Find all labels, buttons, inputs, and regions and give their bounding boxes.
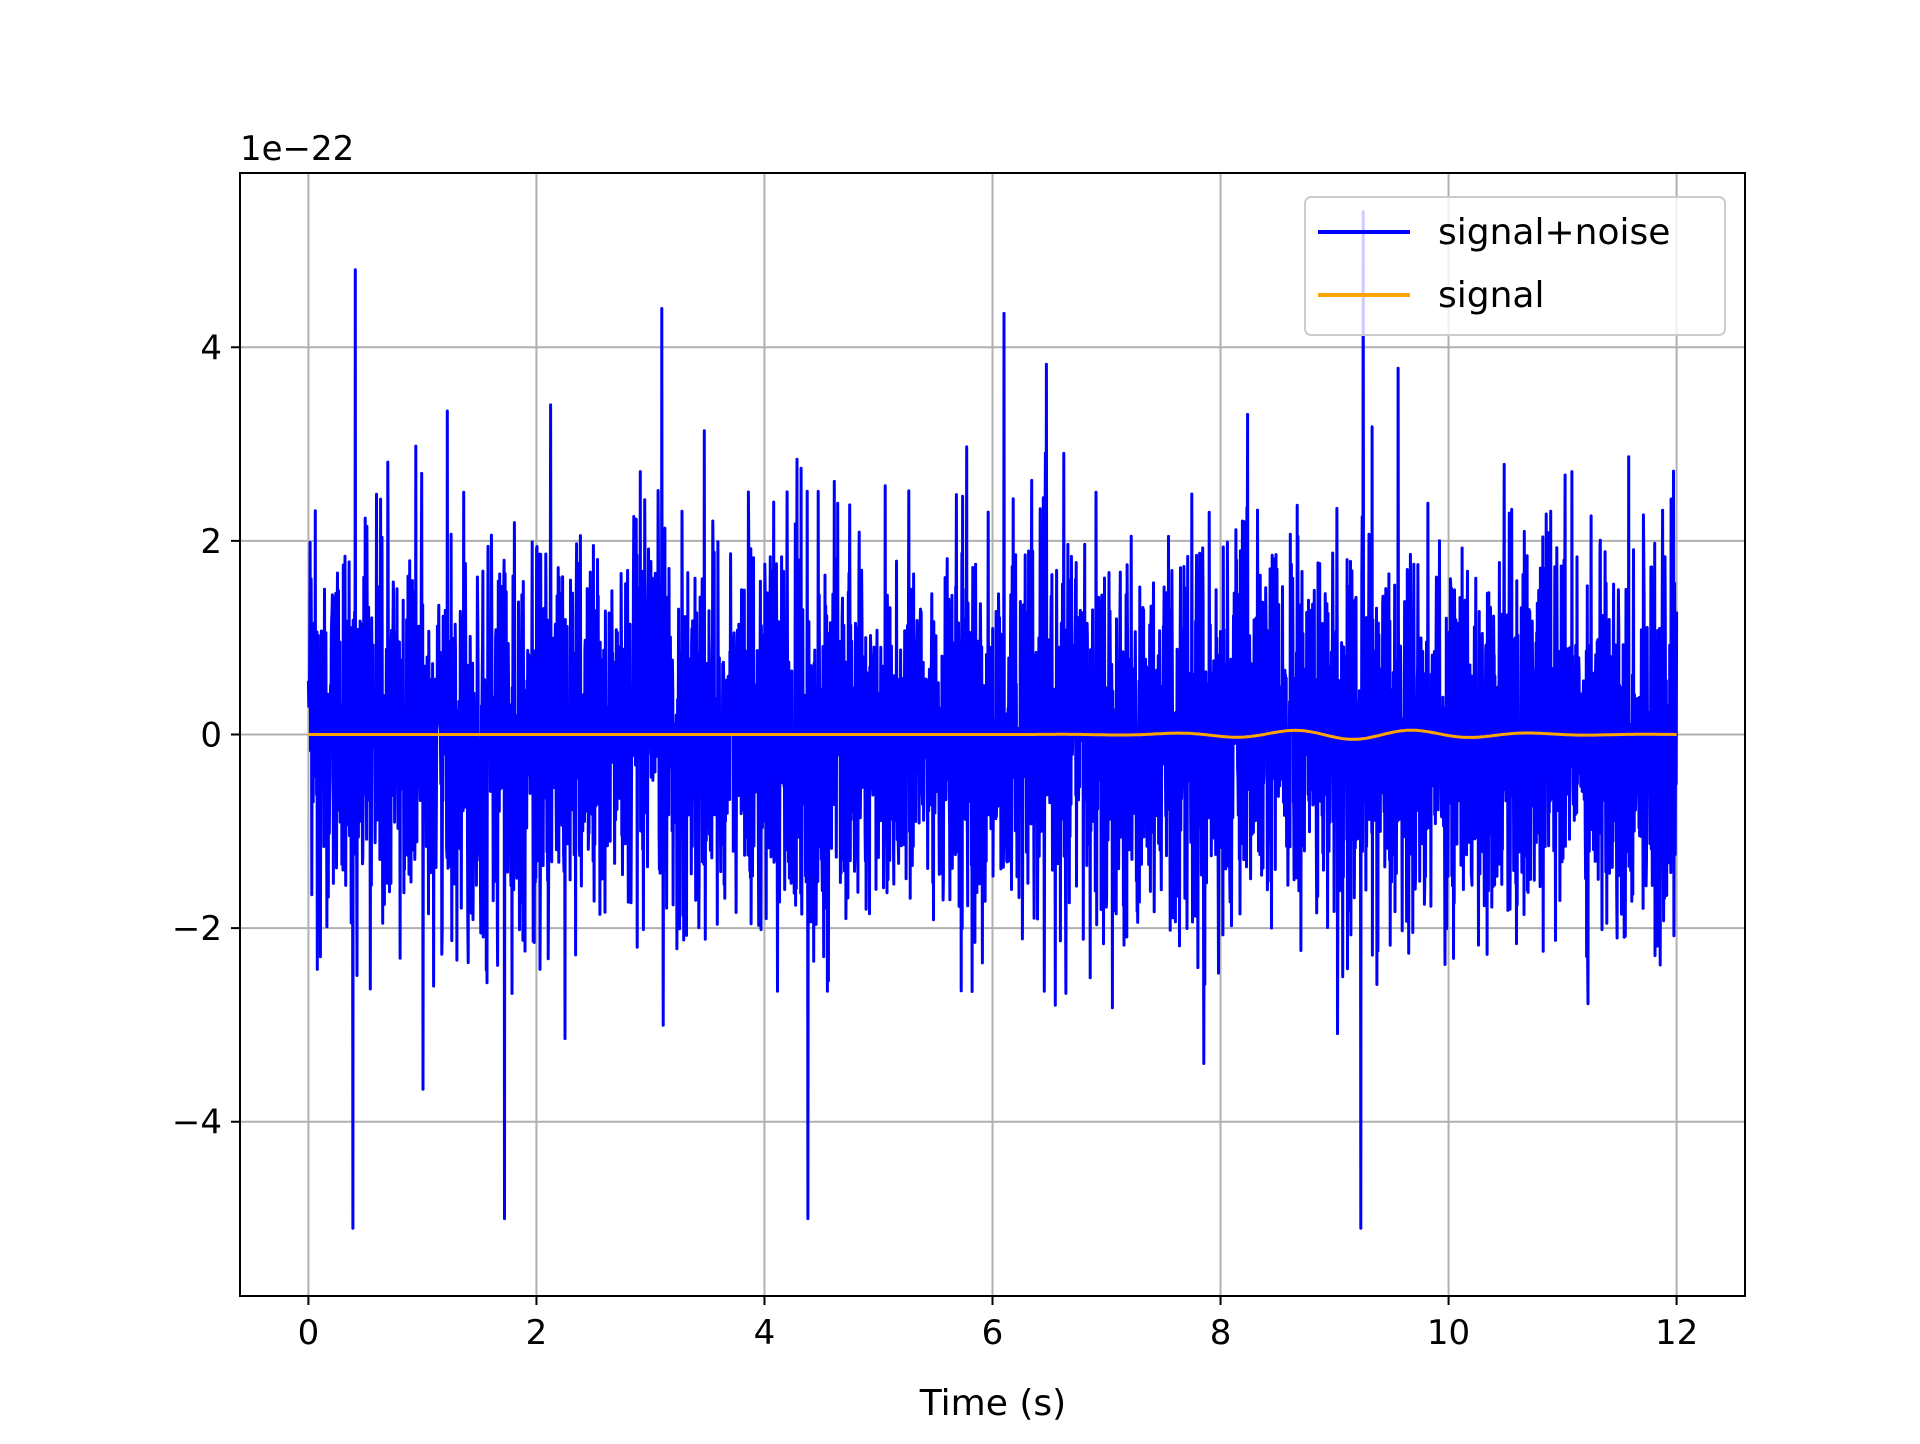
y-tick-label: −2 bbox=[172, 909, 222, 949]
plot-layer bbox=[306, 210, 1679, 1230]
legend: signal+noise signal bbox=[1304, 196, 1726, 336]
x-tick-label: 10 bbox=[1427, 1313, 1470, 1353]
y-tick-label: 2 bbox=[200, 522, 222, 562]
series-signal-noise-line bbox=[306, 210, 1679, 1230]
x-tick-label: 2 bbox=[526, 1313, 548, 1353]
x-axis-label: Time (s) bbox=[919, 1383, 1066, 1424]
y-tick-label: 4 bbox=[200, 328, 222, 368]
x-tick-label: 4 bbox=[754, 1313, 776, 1353]
x-tick-label: 0 bbox=[298, 1313, 320, 1353]
legend-label-signal: signal bbox=[1438, 275, 1545, 316]
ticks-layer: 0 2 4 6 8 10 12 −4 −2 0 2 4 bbox=[172, 328, 1698, 1353]
x-tick-label: 6 bbox=[982, 1313, 1004, 1353]
series-signal-line bbox=[308, 728, 1677, 741]
y-tick-label: −4 bbox=[172, 1103, 222, 1143]
y-offset-label: 1e−22 bbox=[240, 129, 354, 169]
y-tick-label: 0 bbox=[200, 716, 222, 756]
x-tick-label: 12 bbox=[1655, 1313, 1698, 1353]
legend-label-signal-noise: signal+noise bbox=[1438, 212, 1670, 253]
x-tick-label: 8 bbox=[1210, 1313, 1232, 1353]
